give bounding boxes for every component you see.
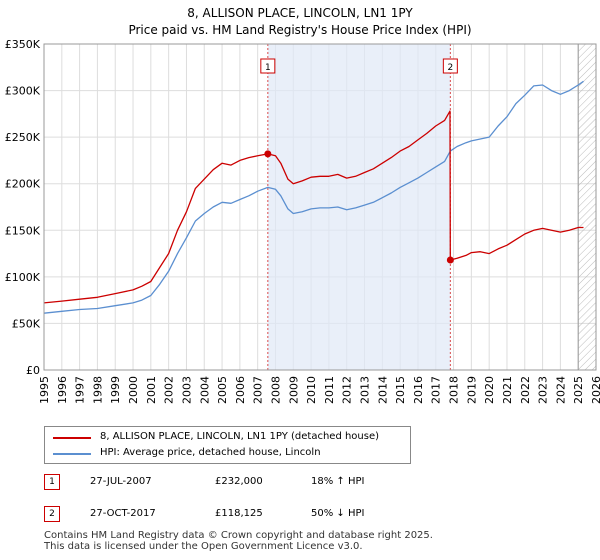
sale-marker: 1 bbox=[44, 474, 60, 490]
x-tick-label: 2019 bbox=[465, 376, 478, 404]
legend-label-property: 8, ALLISON PLACE, LINCOLN, LN1 1PY (deta… bbox=[100, 431, 380, 442]
y-tick-label: £150K bbox=[5, 224, 41, 237]
footer-copyright: Contains HM Land Registry data © Crown c… bbox=[44, 530, 433, 541]
x-tick-label: 2022 bbox=[519, 376, 532, 404]
sale-marker: 2 bbox=[44, 506, 60, 522]
sale-hpi-change: 50% ↓ HPI bbox=[311, 508, 365, 519]
sale-marker-box bbox=[442, 58, 458, 74]
sale-marker-label: 2 bbox=[447, 63, 453, 73]
x-tick-label: 2018 bbox=[448, 376, 461, 404]
y-tick-label: £350K bbox=[5, 38, 41, 51]
series-line bbox=[43, 110, 584, 304]
x-tick-label: 2007 bbox=[252, 376, 265, 404]
legend-swatch-hpi bbox=[53, 453, 91, 455]
sale-marker-label: 1 bbox=[265, 63, 271, 73]
chart-subtitle: Price paid vs. HM Land Registry's House … bbox=[128, 23, 472, 37]
y-tick-label: £300K bbox=[5, 85, 41, 98]
sale-date: 27-OCT-2017 bbox=[90, 508, 156, 519]
x-tick-label: 2016 bbox=[412, 376, 425, 404]
chart-title: 8, ALLISON PLACE, LINCOLN, LN1 1PY bbox=[187, 6, 413, 20]
series-line bbox=[43, 80, 584, 314]
x-tick-label: 2021 bbox=[501, 376, 514, 404]
x-tick-label: 2014 bbox=[376, 376, 389, 404]
sale-date: 27-JUL-2007 bbox=[90, 476, 152, 487]
x-tick-label: 2024 bbox=[554, 376, 567, 404]
x-tick-label: 2001 bbox=[145, 376, 158, 404]
x-tick-label: 2026 bbox=[590, 376, 600, 404]
x-tick-label: 2002 bbox=[163, 376, 176, 404]
y-tick-label: £250K bbox=[5, 131, 41, 144]
x-tick-label: 2013 bbox=[359, 376, 372, 404]
x-tick-label: 2017 bbox=[430, 376, 443, 404]
sale-price: £118,125 bbox=[215, 508, 263, 519]
x-tick-label: 1995 bbox=[38, 376, 51, 404]
x-tick-label: 1998 bbox=[91, 376, 104, 404]
x-tick-label: 2005 bbox=[216, 376, 229, 404]
footer-licence: This data is licensed under the Open Gov… bbox=[44, 541, 363, 552]
y-tick-label: £100K bbox=[5, 271, 41, 284]
forecast-hatch bbox=[578, 44, 596, 370]
legend: 8, ALLISON PLACE, LINCOLN, LN1 1PY (deta… bbox=[44, 426, 411, 464]
sale-point bbox=[446, 256, 454, 264]
price-chart: 1 2 1995 1996 1997 1998 1999 2000 2001 2002 2003 2… bbox=[5, 38, 600, 404]
legend-label-hpi: HPI: Average price, detached house, Linc… bbox=[100, 447, 321, 458]
sale-marker-box bbox=[260, 58, 276, 74]
x-tick-label: 2025 bbox=[572, 376, 585, 404]
x-tick-label: 2015 bbox=[394, 376, 407, 404]
x-tick-label: 2000 bbox=[127, 376, 140, 404]
x-tick-label: 2020 bbox=[483, 376, 496, 404]
x-tick-label: 1996 bbox=[56, 376, 69, 404]
x-tick-label: 2009 bbox=[287, 376, 300, 404]
y-tick-label: £0 bbox=[26, 364, 40, 377]
x-tick-label: 2011 bbox=[323, 376, 336, 404]
legend-swatch-property bbox=[53, 437, 91, 439]
x-tick-label: 2003 bbox=[180, 376, 193, 404]
sale-price: £232,000 bbox=[215, 476, 263, 487]
x-tick-label: 2006 bbox=[234, 376, 247, 404]
x-tick-label: 2004 bbox=[198, 376, 211, 404]
plot-border bbox=[43, 43, 597, 371]
x-tick-label: 2008 bbox=[269, 376, 282, 404]
x-tick-label: 2010 bbox=[305, 376, 318, 404]
y-tick-label: £50K bbox=[12, 317, 41, 330]
sale-hpi-change: 18% ↑ HPI bbox=[311, 476, 365, 487]
footer: Contains HM Land Registry data © Crown c… bbox=[44, 530, 433, 552]
x-tick-label: 1999 bbox=[109, 376, 122, 404]
x-tick-label: 1997 bbox=[74, 376, 87, 404]
y-tick-label: £200K bbox=[5, 178, 41, 191]
x-tick-label: 2012 bbox=[341, 376, 354, 404]
x-tick-label: 2023 bbox=[537, 376, 550, 404]
sale-point bbox=[264, 150, 272, 158]
